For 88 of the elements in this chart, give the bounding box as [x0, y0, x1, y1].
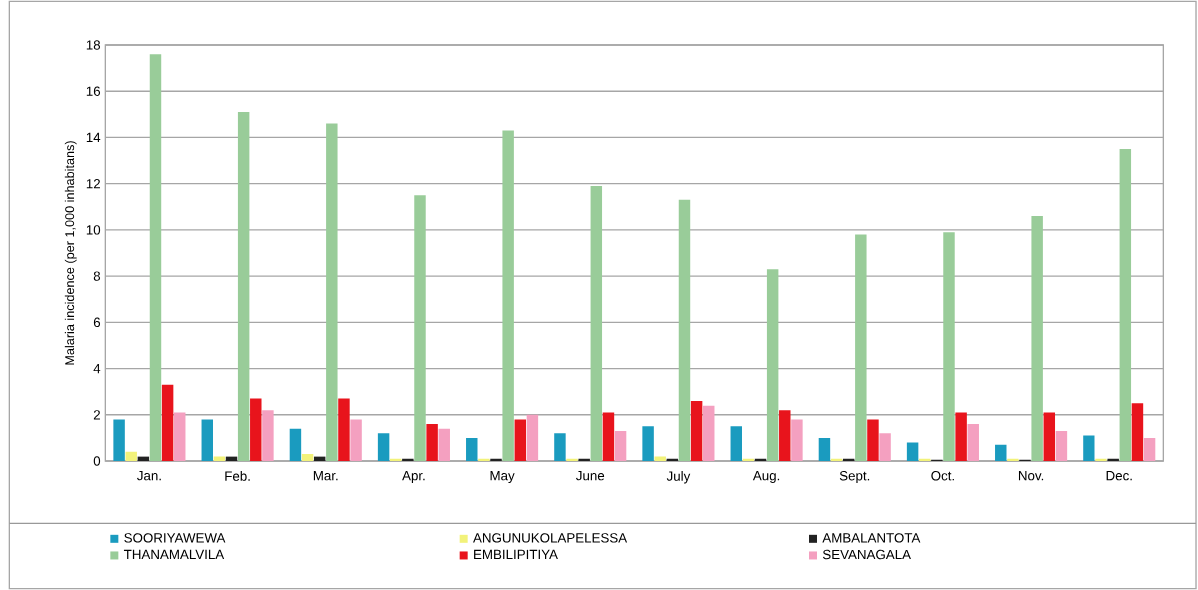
- bar: [703, 405, 715, 461]
- legend-label: ANGUNUKOLAPELESSA: [473, 533, 628, 543]
- bar: [995, 444, 1007, 461]
- bar: [955, 412, 967, 461]
- bar: [967, 424, 979, 461]
- bar: [566, 458, 578, 461]
- legend-label: SEVANAGALA: [822, 549, 911, 560]
- bar: [149, 54, 162, 461]
- bar: [818, 437, 831, 461]
- bar: [161, 384, 174, 461]
- bar: [490, 458, 502, 461]
- x-tick-label: May: [490, 471, 515, 483]
- bar: [514, 419, 527, 461]
- bar: [289, 428, 302, 461]
- bar: [350, 419, 362, 461]
- bar: [262, 410, 274, 461]
- x-tick-label: Jan.: [137, 471, 161, 481]
- y-tick-label: 0: [93, 456, 101, 466]
- bar: [377, 433, 390, 461]
- bar: [414, 195, 426, 461]
- bar: [113, 419, 125, 461]
- bar: [250, 398, 262, 461]
- bar: [614, 430, 627, 461]
- y-tick-label: 10: [86, 225, 101, 235]
- x-tick-label: Nov.: [1018, 471, 1044, 481]
- bar: [526, 414, 539, 461]
- bar: [338, 398, 350, 461]
- bar: [1007, 458, 1019, 461]
- bar: [578, 458, 590, 461]
- legend-label: EMBILIPITIYA: [474, 549, 558, 560]
- bar: [879, 433, 891, 461]
- y-tick-label: 6: [93, 317, 101, 328]
- bar: [125, 451, 137, 461]
- bar: [1131, 403, 1144, 461]
- y-tick-label: 18: [86, 40, 101, 50]
- y-axis-title: Malaria incidence (per 1,000 inhabitans): [64, 141, 77, 365]
- bar: [502, 130, 514, 461]
- bar: [1119, 149, 1132, 461]
- x-tick-label: Oct.: [931, 471, 954, 481]
- legend-label: SOORIYAWEWA: [124, 533, 226, 543]
- bar: [466, 437, 478, 461]
- x-tick-label: Dec.: [1106, 471, 1132, 481]
- bar: [1107, 458, 1119, 461]
- bar: [779, 410, 791, 461]
- bar: [1043, 412, 1056, 461]
- bar: [438, 428, 450, 461]
- bar: [654, 456, 666, 461]
- bar: [867, 419, 879, 461]
- bar: [426, 424, 438, 461]
- x-tick-label: Sept.: [839, 471, 870, 484]
- bar: [943, 232, 955, 461]
- bar: [602, 412, 615, 461]
- bar: [642, 426, 654, 461]
- bar: [590, 185, 603, 461]
- legend-label: THANAMALVILA: [123, 549, 225, 560]
- bar: [201, 419, 213, 461]
- bar: [326, 123, 338, 461]
- bar: [174, 412, 186, 461]
- y-tick-label: 14: [86, 132, 101, 143]
- y-tick-label: 12: [86, 179, 100, 189]
- y-tick-label: 4: [93, 363, 101, 374]
- x-tick-label: June: [576, 471, 605, 481]
- bar: [766, 269, 779, 461]
- y-tick-label: 16: [86, 86, 101, 96]
- bar: [1055, 430, 1068, 461]
- bar: [730, 426, 742, 461]
- bar: [791, 419, 803, 461]
- bar: [690, 400, 703, 461]
- x-tick-label: Mar.: [313, 471, 338, 481]
- bar: [855, 234, 867, 461]
- bar: [906, 442, 919, 461]
- y-tick-label: 2: [93, 410, 100, 420]
- bar: [402, 458, 414, 461]
- bar: [213, 456, 226, 461]
- x-tick-label: July: [666, 471, 691, 484]
- bar: [1083, 435, 1095, 461]
- bar: [478, 458, 490, 461]
- x-tick-label: Feb.: [225, 471, 250, 481]
- bar: [301, 454, 314, 461]
- legend-label: AMBALANTOTA: [822, 533, 921, 543]
- bar: [554, 433, 566, 461]
- bar: [237, 112, 250, 461]
- x-tick-label: Apr.: [402, 471, 425, 483]
- bar: [1031, 216, 1043, 461]
- bar: [1143, 437, 1156, 461]
- bar: [678, 199, 691, 461]
- y-tick-label: 8: [93, 271, 101, 281]
- x-tick-label: Aug.: [752, 471, 780, 483]
